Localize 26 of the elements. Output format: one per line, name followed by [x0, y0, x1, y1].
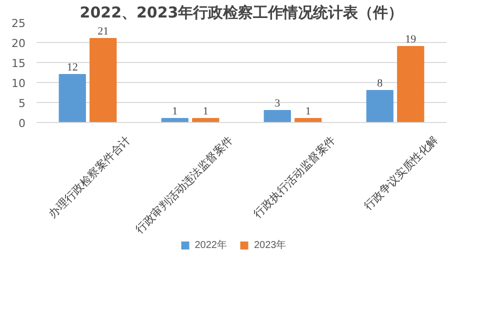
x-tick-label: 办理行政检察案件合计 — [46, 134, 134, 221]
y-tick-label: 5 — [18, 97, 26, 110]
x-tick-label: 行政执行活动监督案件 — [251, 134, 338, 221]
data-label: 1 — [305, 106, 311, 118]
bar — [90, 38, 117, 122]
bar — [264, 110, 291, 122]
x-tick-label: 行政争议实质性化解 — [361, 134, 441, 213]
bar — [58, 74, 86, 122]
data-label: 12 — [66, 62, 78, 74]
data-label: 8 — [377, 78, 384, 90]
chart-title: 2022、2023年行政检察工作情况统计表（件） — [80, 4, 404, 22]
x-tick-label: 行政审判活动违法监督案件 — [133, 134, 236, 236]
data-label: 19 — [405, 34, 417, 46]
y-tick-label: 10 — [12, 77, 26, 90]
data-label: 1 — [202, 106, 208, 118]
y-tick-label: 15 — [12, 57, 26, 70]
data-label: 1 — [172, 106, 178, 118]
bar — [397, 46, 424, 122]
data-label: 3 — [274, 98, 281, 110]
legend-label: 2022年 — [194, 239, 227, 252]
y-tick-label: 20 — [12, 37, 26, 50]
y-tick-label: 0 — [18, 117, 26, 130]
y-tick-label: 25 — [12, 17, 26, 30]
bar — [366, 90, 394, 122]
legend-label: 2023年 — [254, 239, 286, 252]
data-label: 21 — [98, 26, 109, 38]
